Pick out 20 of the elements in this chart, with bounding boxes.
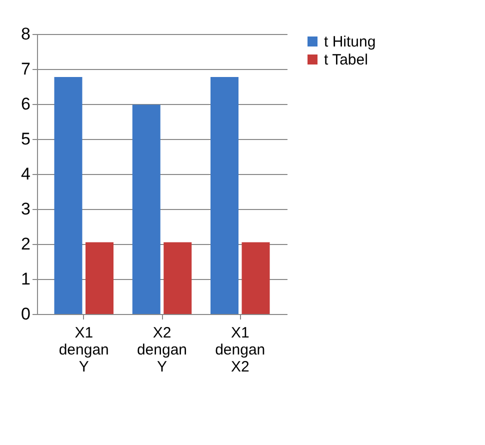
y-tick-label: 1 xyxy=(21,270,30,288)
y-tick-label: 0 xyxy=(21,304,30,324)
legend-label: t Hitung xyxy=(324,34,376,50)
y-tick-label: 4 xyxy=(21,164,30,184)
y-tick-label: 2 xyxy=(21,234,30,254)
y-tick-label: 7 xyxy=(21,60,30,78)
bar xyxy=(210,77,238,314)
bar xyxy=(54,77,82,314)
bar xyxy=(132,104,160,314)
bar xyxy=(86,242,114,314)
legend-label: t Tabel xyxy=(324,52,368,68)
y-tick-label: 8 xyxy=(21,24,30,44)
y-tick-label: 5 xyxy=(21,130,30,148)
y-tick-label: 3 xyxy=(21,200,30,218)
x-tick-label: X1 dengan Y xyxy=(58,324,109,376)
y-tick-label: 6 xyxy=(21,94,30,114)
x-tick-label: X1 dengan X2 xyxy=(215,324,266,376)
bar xyxy=(242,242,270,314)
bar xyxy=(164,242,192,314)
x-tick-label: X2 dengan Y xyxy=(136,324,188,376)
